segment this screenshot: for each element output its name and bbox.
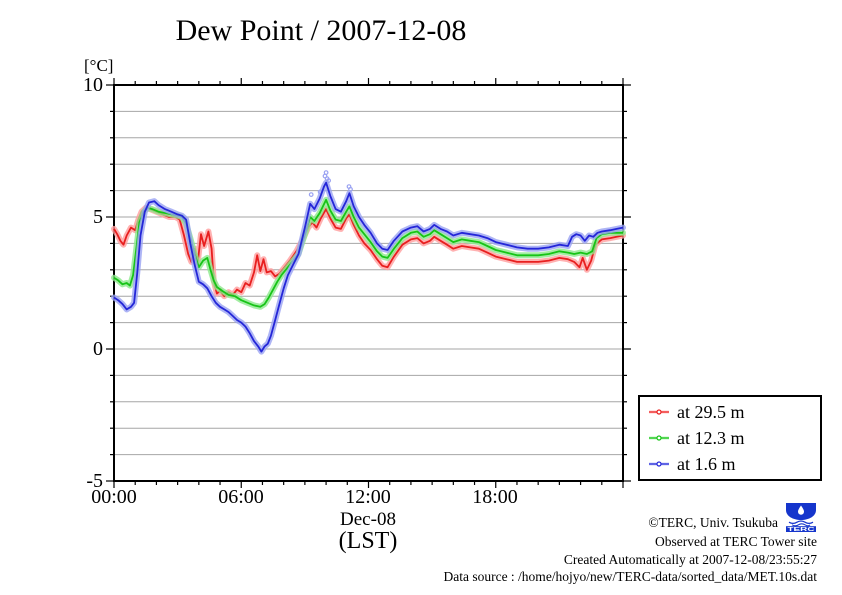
legend-box: at 29.5 m at 12.3 m at 1.6 m bbox=[638, 395, 822, 481]
terc-logo: TERC bbox=[786, 503, 816, 532]
legend-marker-green-icon bbox=[649, 435, 669, 441]
x-tick-label-0000: 00:00 bbox=[91, 486, 137, 508]
scatter-dot bbox=[326, 178, 332, 184]
x-axis-timezone-label: (LST) bbox=[338, 528, 398, 554]
y-axis-unit-label: [°C] bbox=[84, 56, 114, 75]
footer-datasource: Data source : /home/hojyo/new/TERC-data/… bbox=[443, 569, 817, 584]
legend-marker-red-icon bbox=[649, 409, 669, 415]
scatter-dot bbox=[323, 170, 329, 176]
plot-frame bbox=[113, 84, 624, 482]
y-tick-label-5: 5 bbox=[93, 206, 103, 228]
scatter-dot bbox=[308, 192, 314, 198]
legend-label: at 1.6 m bbox=[677, 453, 736, 474]
legend-item-12-3m: at 12.3 m bbox=[648, 425, 820, 451]
legend-label: at 12.3 m bbox=[677, 427, 745, 448]
y-tick-label-minus5: -5 bbox=[86, 470, 103, 492]
legend-marker-blue-icon bbox=[649, 461, 669, 467]
wave-line-icon bbox=[788, 520, 814, 524]
series-line-at-1-6-m bbox=[113, 181, 624, 353]
footer-observed: Observed at TERC Tower site bbox=[654, 534, 817, 549]
terc-logo-text: TERC bbox=[788, 527, 815, 532]
x-tick-label-1200: 12:00 bbox=[345, 486, 391, 508]
series-band-at-1-6-m bbox=[111, 179, 626, 355]
x-tick-label-0600: 06:00 bbox=[218, 486, 264, 508]
x-tick-label-1800: 18:00 bbox=[472, 486, 518, 508]
y-tick-label-10: 10 bbox=[83, 74, 103, 96]
chart-title: Dew Point / 2007-12-08 bbox=[175, 14, 467, 47]
legend-item-29-5m: at 29.5 m bbox=[648, 399, 820, 425]
terc-logo-bar bbox=[786, 526, 816, 532]
footer-copyright: ©TERC, Univ. Tsukuba bbox=[648, 515, 778, 530]
y-tick-label-0: 0 bbox=[93, 338, 103, 360]
legend-label: at 29.5 m bbox=[677, 401, 745, 422]
legend-item-1-6m: at 1.6 m bbox=[648, 451, 820, 477]
wave-line-icon bbox=[791, 523, 811, 527]
water-drop-icon bbox=[798, 505, 804, 515]
footer-created: Created Automatically at 2007-12-08/23:5… bbox=[563, 552, 817, 567]
scatter-dot bbox=[348, 186, 353, 192]
x-axis-date-label: Dec-08 bbox=[340, 509, 396, 530]
